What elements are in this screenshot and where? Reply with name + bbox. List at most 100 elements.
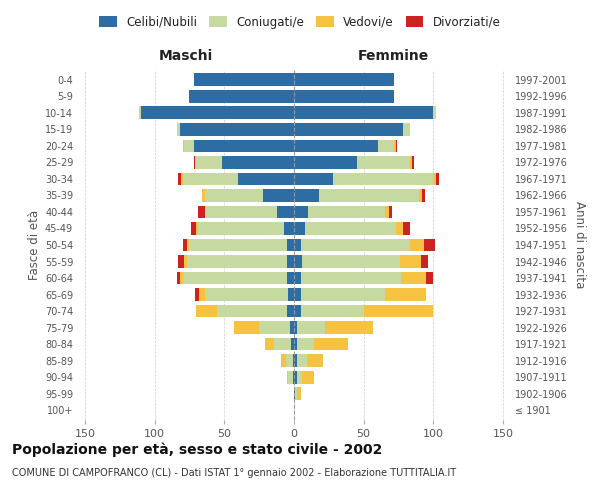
Bar — [289, 288, 294, 301]
Bar — [333, 172, 433, 186]
Bar — [302, 370, 314, 384]
Bar — [182, 238, 187, 252]
Bar — [198, 206, 205, 218]
Text: COMUNE DI CAMPOFRANCO (CL) - Dati ISTAT 1° gennaio 2002 - Elaborazione TUTTITALI: COMUNE DI CAMPOFRANCO (CL) - Dati ISTAT … — [12, 468, 456, 477]
Bar — [294, 387, 295, 400]
Bar — [180, 272, 182, 284]
Bar — [184, 255, 187, 268]
Bar — [205, 189, 263, 202]
Bar — [433, 172, 436, 186]
Text: Maschi: Maschi — [159, 49, 213, 63]
Y-axis label: Anni di nascita: Anni di nascita — [573, 202, 586, 288]
Bar — [139, 106, 141, 120]
Bar — [297, 387, 301, 400]
Bar — [294, 304, 301, 318]
Bar — [259, 321, 290, 334]
Bar — [403, 123, 410, 136]
Bar — [265, 338, 274, 350]
Bar — [294, 321, 297, 334]
Bar — [178, 255, 184, 268]
Bar — [190, 90, 294, 103]
Bar — [297, 338, 314, 350]
Bar — [307, 354, 323, 367]
Bar — [295, 387, 297, 400]
Bar — [389, 206, 392, 218]
Bar — [294, 106, 433, 120]
Bar — [234, 321, 259, 334]
Bar — [190, 238, 287, 252]
Bar — [284, 222, 294, 235]
Bar — [294, 354, 297, 367]
Bar — [293, 354, 294, 367]
Bar — [294, 189, 319, 202]
Bar — [277, 206, 294, 218]
Bar — [221, 156, 294, 169]
Bar — [364, 304, 433, 318]
Bar — [198, 222, 284, 235]
Bar — [182, 140, 184, 152]
Bar — [196, 156, 221, 169]
Bar — [205, 206, 277, 218]
Bar — [141, 106, 294, 120]
Bar — [177, 123, 180, 136]
Bar — [196, 222, 198, 235]
Bar — [377, 140, 394, 152]
Y-axis label: Fasce di età: Fasce di età — [28, 210, 41, 280]
Bar — [403, 222, 410, 235]
Bar — [394, 140, 396, 152]
Bar — [421, 255, 428, 268]
Bar — [263, 189, 294, 202]
Bar — [196, 304, 217, 318]
Bar — [294, 255, 302, 268]
Bar — [400, 255, 421, 268]
Bar — [301, 288, 385, 301]
Bar — [182, 272, 287, 284]
Bar — [301, 304, 364, 318]
Bar — [202, 189, 205, 202]
Bar — [287, 370, 289, 384]
Bar — [287, 238, 294, 252]
Bar — [184, 140, 194, 152]
Bar — [308, 206, 385, 218]
Bar — [427, 272, 433, 284]
Bar — [357, 156, 410, 169]
Bar — [422, 189, 425, 202]
Bar — [191, 222, 196, 235]
Bar — [436, 172, 439, 186]
Text: Popolazione per età, sesso e stato civile - 2002: Popolazione per età, sesso e stato civil… — [12, 442, 382, 457]
Bar — [287, 304, 294, 318]
Bar — [301, 272, 401, 284]
Bar — [294, 288, 301, 301]
Bar — [187, 255, 287, 268]
Bar — [294, 222, 305, 235]
Bar — [286, 354, 293, 367]
Bar — [396, 222, 403, 235]
Bar — [187, 238, 190, 252]
Bar — [238, 172, 294, 186]
Bar — [401, 272, 427, 284]
Bar — [433, 106, 436, 120]
Bar — [178, 172, 181, 186]
Bar — [293, 370, 294, 384]
Bar — [194, 140, 294, 152]
Bar — [195, 156, 196, 169]
Bar — [194, 74, 294, 86]
Bar — [294, 90, 394, 103]
Bar — [297, 354, 307, 367]
Bar — [180, 123, 294, 136]
Bar — [194, 156, 195, 169]
Bar — [289, 370, 293, 384]
Bar — [195, 288, 199, 301]
Bar — [305, 222, 396, 235]
Bar — [396, 140, 397, 152]
Bar — [410, 238, 424, 252]
Bar — [177, 272, 180, 284]
Bar — [294, 172, 333, 186]
Bar — [301, 238, 410, 252]
Bar — [294, 272, 301, 284]
Bar — [424, 238, 435, 252]
Bar — [181, 172, 182, 186]
Bar — [274, 338, 291, 350]
Bar — [287, 272, 294, 284]
Bar — [291, 338, 294, 350]
